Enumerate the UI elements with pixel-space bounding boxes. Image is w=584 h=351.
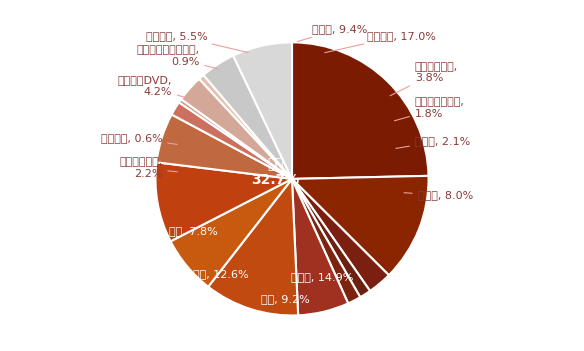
Text: 電気ストーブ,
3.8%: 電気ストーブ, 3.8% [390,61,458,96]
Text: 温水便座, 0.6%: 温水便座, 0.6% [100,133,178,144]
Text: その他, 9.4%: その他, 9.4% [297,24,368,41]
Text: 給湯, 12.6%: 給湯, 12.6% [193,270,249,279]
Wedge shape [233,42,292,179]
Wedge shape [292,179,360,303]
Wedge shape [179,99,292,179]
Text: こたつ, 2.1%: こたつ, 2.1% [396,136,470,148]
Wedge shape [181,79,292,179]
Wedge shape [292,179,370,297]
Wedge shape [172,102,292,179]
Wedge shape [292,179,348,315]
Wedge shape [155,162,292,241]
Wedge shape [292,179,389,291]
Text: 照明, 9.2%: 照明, 9.2% [261,294,310,304]
Text: その他, 8.0%: その他, 8.0% [404,190,473,200]
Text: 洗濯・乾燥機,
2.2%: 洗濯・乾燥機, 2.2% [119,157,178,179]
Text: テレビ・DVD,
4.2%: テレビ・DVD, 4.2% [117,75,191,99]
Wedge shape [199,75,292,179]
Text: エアコン, 17.0%: エアコン, 17.0% [325,31,436,53]
Wedge shape [208,179,298,316]
Wedge shape [157,114,292,179]
Text: 暖房
32.7%: 暖房 32.7% [252,157,300,187]
Text: パソコン・ルーター,
0.9%: パソコン・ルーター, 0.9% [136,45,218,69]
Wedge shape [203,56,292,179]
Text: 待機電力, 5.5%: 待機電力, 5.5% [145,31,248,53]
Text: 電気カーペット,
1.8%: 電気カーペット, 1.8% [394,97,465,121]
Text: 冷蔵庫, 14.9%: 冷蔵庫, 14.9% [291,272,353,282]
Wedge shape [292,42,429,179]
Wedge shape [292,176,429,275]
Wedge shape [171,179,292,287]
Text: 炊事, 7.8%: 炊事, 7.8% [169,226,218,236]
